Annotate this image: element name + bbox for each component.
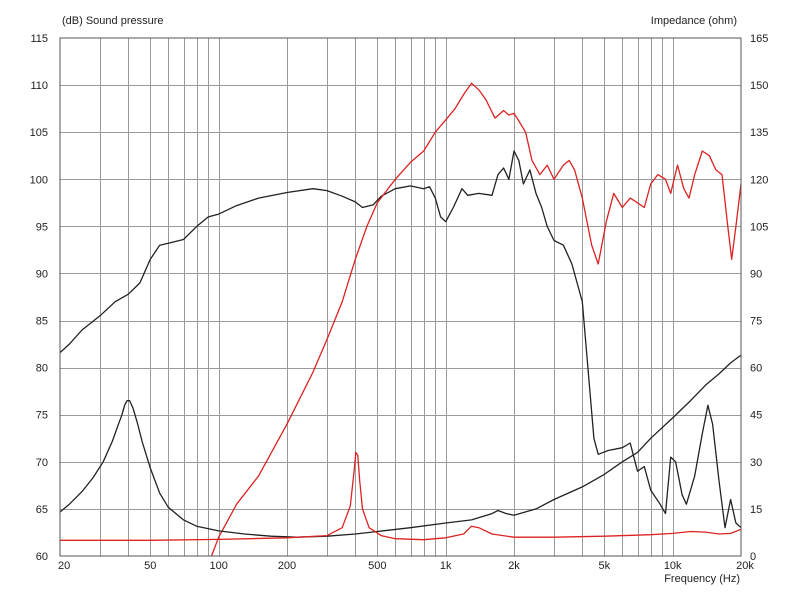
series-line-1 xyxy=(59,150,742,529)
x-tick-label: 200 xyxy=(278,560,296,572)
series-line-2 xyxy=(210,82,742,557)
y-right-tick-label: 30 xyxy=(750,457,762,469)
left-axis-title: (dB) Sound pressure xyxy=(62,15,164,27)
series-layer xyxy=(59,82,742,557)
y-left-tick-label: 75 xyxy=(36,410,48,422)
x-axis-title: Frequency (Hz) xyxy=(664,573,740,585)
y-left-tick-label: 85 xyxy=(36,316,48,328)
x-tick-label: 1k xyxy=(440,560,452,572)
right-axis-title: Impedance (ohm) xyxy=(651,15,737,27)
y-left-tick-label: 110 xyxy=(30,80,48,92)
y-right-tick-label: 0 xyxy=(750,551,756,563)
y-left-tick-label: 65 xyxy=(36,504,48,516)
y-left-tick-label: 105 xyxy=(30,127,48,139)
x-tick-label: 100 xyxy=(210,560,228,572)
plot-frame xyxy=(59,37,742,557)
x-tick-label: 5k xyxy=(598,560,610,572)
x-tick-label: 500 xyxy=(368,560,386,572)
y-right-tick-label: 165 xyxy=(750,33,768,45)
y-left-tick-label: 70 xyxy=(36,457,48,469)
x-tick-label: 10k xyxy=(664,560,682,572)
x-tick-label: 20 xyxy=(58,560,70,572)
y-right-tick-label: 45 xyxy=(750,410,762,422)
x-tick-label: 20k xyxy=(736,560,754,572)
y-right-tick-label: 120 xyxy=(750,174,768,186)
y-right-tick-label: 135 xyxy=(750,127,768,139)
grid xyxy=(60,38,741,556)
y-right-tick-label: 60 xyxy=(750,363,762,375)
y-left-tick-label: 80 xyxy=(36,363,48,375)
y-left-tick-label: 115 xyxy=(30,33,48,45)
y-left-tick-label: 95 xyxy=(36,221,48,233)
tick-labels: 20 50 100 200 500 1k 2k 5k 10k 20k 60 65 70 75 80 85 90 9… xyxy=(30,33,769,572)
y-right-tick-label: 15 xyxy=(750,504,762,516)
y-left-tick-label: 100 xyxy=(30,174,48,186)
y-left-tick-label: 90 xyxy=(36,269,48,281)
y-right-tick-label: 90 xyxy=(750,269,762,281)
series-line-4 xyxy=(60,451,742,541)
x-tick-label: 50 xyxy=(144,560,156,572)
y-right-tick-label: 150 xyxy=(750,80,768,92)
y-right-tick-label: 105 xyxy=(750,221,768,233)
y-left-tick-label: 60 xyxy=(36,551,48,563)
x-tick-label: 2k xyxy=(508,560,520,572)
y-right-tick-label: 75 xyxy=(750,316,762,328)
